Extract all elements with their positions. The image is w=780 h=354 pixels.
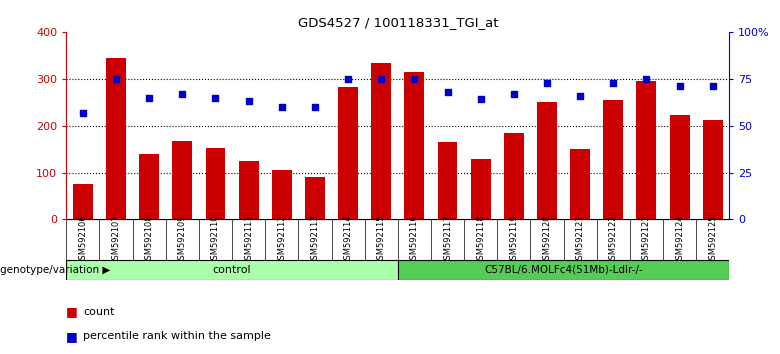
Bar xyxy=(603,100,623,219)
Text: control: control xyxy=(213,265,251,275)
Text: GSM592113: GSM592113 xyxy=(310,215,320,265)
Bar xyxy=(106,58,126,219)
Point xyxy=(474,97,487,102)
Bar xyxy=(703,120,723,219)
Point xyxy=(375,76,388,81)
Bar xyxy=(371,63,391,219)
Bar xyxy=(636,81,657,219)
Text: GSM592124: GSM592124 xyxy=(675,215,684,265)
Point xyxy=(607,80,619,85)
Text: GSM592119: GSM592119 xyxy=(509,215,519,265)
Point xyxy=(673,84,686,89)
Bar xyxy=(669,115,690,219)
Text: GSM592108: GSM592108 xyxy=(144,215,154,265)
Text: ■: ■ xyxy=(66,330,78,343)
Text: GSM592117: GSM592117 xyxy=(443,215,452,265)
Text: GSM592112: GSM592112 xyxy=(277,215,286,265)
Text: GSM592120: GSM592120 xyxy=(542,215,551,265)
Bar xyxy=(305,177,324,219)
Text: GSM592118: GSM592118 xyxy=(476,215,485,265)
Point xyxy=(110,76,122,81)
Bar xyxy=(239,161,259,219)
Text: genotype/variation ▶: genotype/variation ▶ xyxy=(0,265,111,275)
Bar xyxy=(66,260,398,280)
Text: ■: ■ xyxy=(66,305,78,318)
Bar xyxy=(438,142,457,219)
Bar xyxy=(271,170,292,219)
Point xyxy=(275,104,288,110)
Bar xyxy=(398,260,729,280)
Bar xyxy=(172,141,192,219)
Text: GSM592114: GSM592114 xyxy=(343,215,353,265)
Bar xyxy=(570,149,590,219)
Point xyxy=(574,93,587,98)
Text: C57BL/6.MOLFc4(51Mb)-Ldlr-/-: C57BL/6.MOLFc4(51Mb)-Ldlr-/- xyxy=(484,265,643,275)
Point xyxy=(408,76,420,81)
Bar xyxy=(504,133,524,219)
Point xyxy=(441,89,454,95)
Bar xyxy=(140,154,159,219)
Text: count: count xyxy=(83,307,115,316)
Point xyxy=(243,98,255,104)
Point xyxy=(176,91,189,97)
Text: GSM592121: GSM592121 xyxy=(576,215,585,265)
Text: GSM592110: GSM592110 xyxy=(211,215,220,265)
Text: percentile rank within the sample: percentile rank within the sample xyxy=(83,331,271,341)
Point xyxy=(342,76,354,81)
Point xyxy=(508,91,520,97)
Text: GSM592111: GSM592111 xyxy=(244,215,254,265)
Point xyxy=(209,95,222,101)
Text: GSM592122: GSM592122 xyxy=(608,215,618,265)
Bar xyxy=(73,184,93,219)
Point xyxy=(143,95,155,101)
Bar xyxy=(470,159,491,219)
Text: GSM592123: GSM592123 xyxy=(642,215,651,265)
Title: GDS4527 / 100118331_TGI_at: GDS4527 / 100118331_TGI_at xyxy=(297,16,498,29)
Text: GSM592109: GSM592109 xyxy=(178,215,187,265)
Bar xyxy=(206,148,225,219)
Point xyxy=(309,104,321,110)
Point xyxy=(707,84,719,89)
Text: GSM592107: GSM592107 xyxy=(112,215,121,265)
Bar xyxy=(339,87,358,219)
Bar xyxy=(404,72,424,219)
Text: GSM592106: GSM592106 xyxy=(78,215,87,265)
Text: GSM592125: GSM592125 xyxy=(708,215,718,265)
Text: GSM592115: GSM592115 xyxy=(377,215,386,265)
Point xyxy=(640,76,653,81)
Bar xyxy=(537,102,557,219)
Point xyxy=(541,80,553,85)
Text: GSM592116: GSM592116 xyxy=(410,215,419,265)
Point xyxy=(76,110,89,115)
